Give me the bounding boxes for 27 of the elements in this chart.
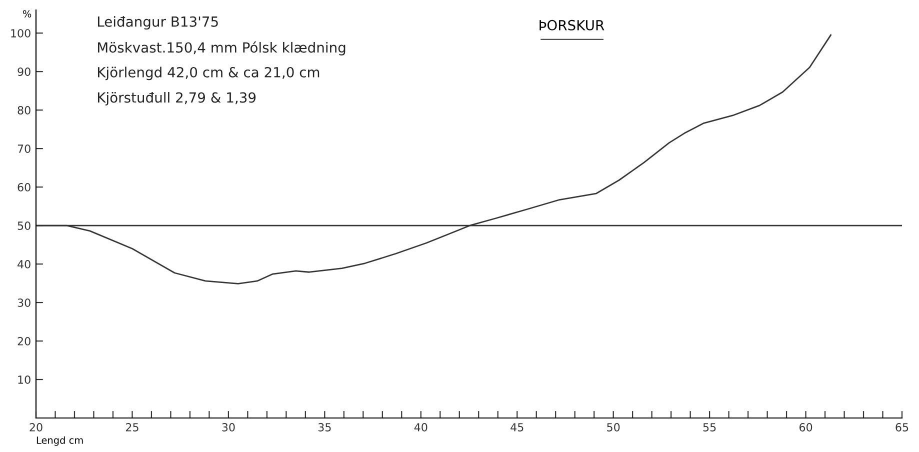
y-tick-label: 10 [18,375,30,384]
annotation: Kjörlengd 42,0 cm & ca 21,0 cm [98,66,320,80]
x-tick-label: 45 [510,423,524,432]
y-tick-label: 90 [18,68,30,76]
y-tick-label: 100 [11,29,30,38]
x-tick-label: 60 [799,423,812,432]
y-tick-label: 20 [18,336,30,346]
annotation: Kjörstuđull 2,79 & 1,39 [98,92,256,106]
y-tick-label: 70 [18,144,30,153]
y-tick-label: 30 [18,298,30,307]
x-tick-label: 25 [126,423,138,432]
x-tick-label: 30 [222,423,235,432]
y-tick-label: 60 [18,183,30,192]
x-tick-label: 35 [318,423,331,432]
x-axis-title: Lengd cm [36,436,83,446]
y-tick-label: 40 [18,260,30,268]
text: ÞORSKUR [540,20,604,30]
x-tick-label: 20 [30,423,42,432]
y-tick-label: 50 [18,222,30,230]
x-tick-label: 55 [703,423,716,432]
annotation: Leiđangur B13'75 [98,16,218,30]
x-tick-label: 40 [414,423,428,432]
x-tick-label: 65 [896,423,908,432]
y-axis-title: % [22,10,32,18]
x-tick-label: 50 [607,423,620,432]
y-tick-label: 80 [18,106,30,114]
annotation: Möskvast.150,4 mm Pólsk klædning [98,41,346,56]
